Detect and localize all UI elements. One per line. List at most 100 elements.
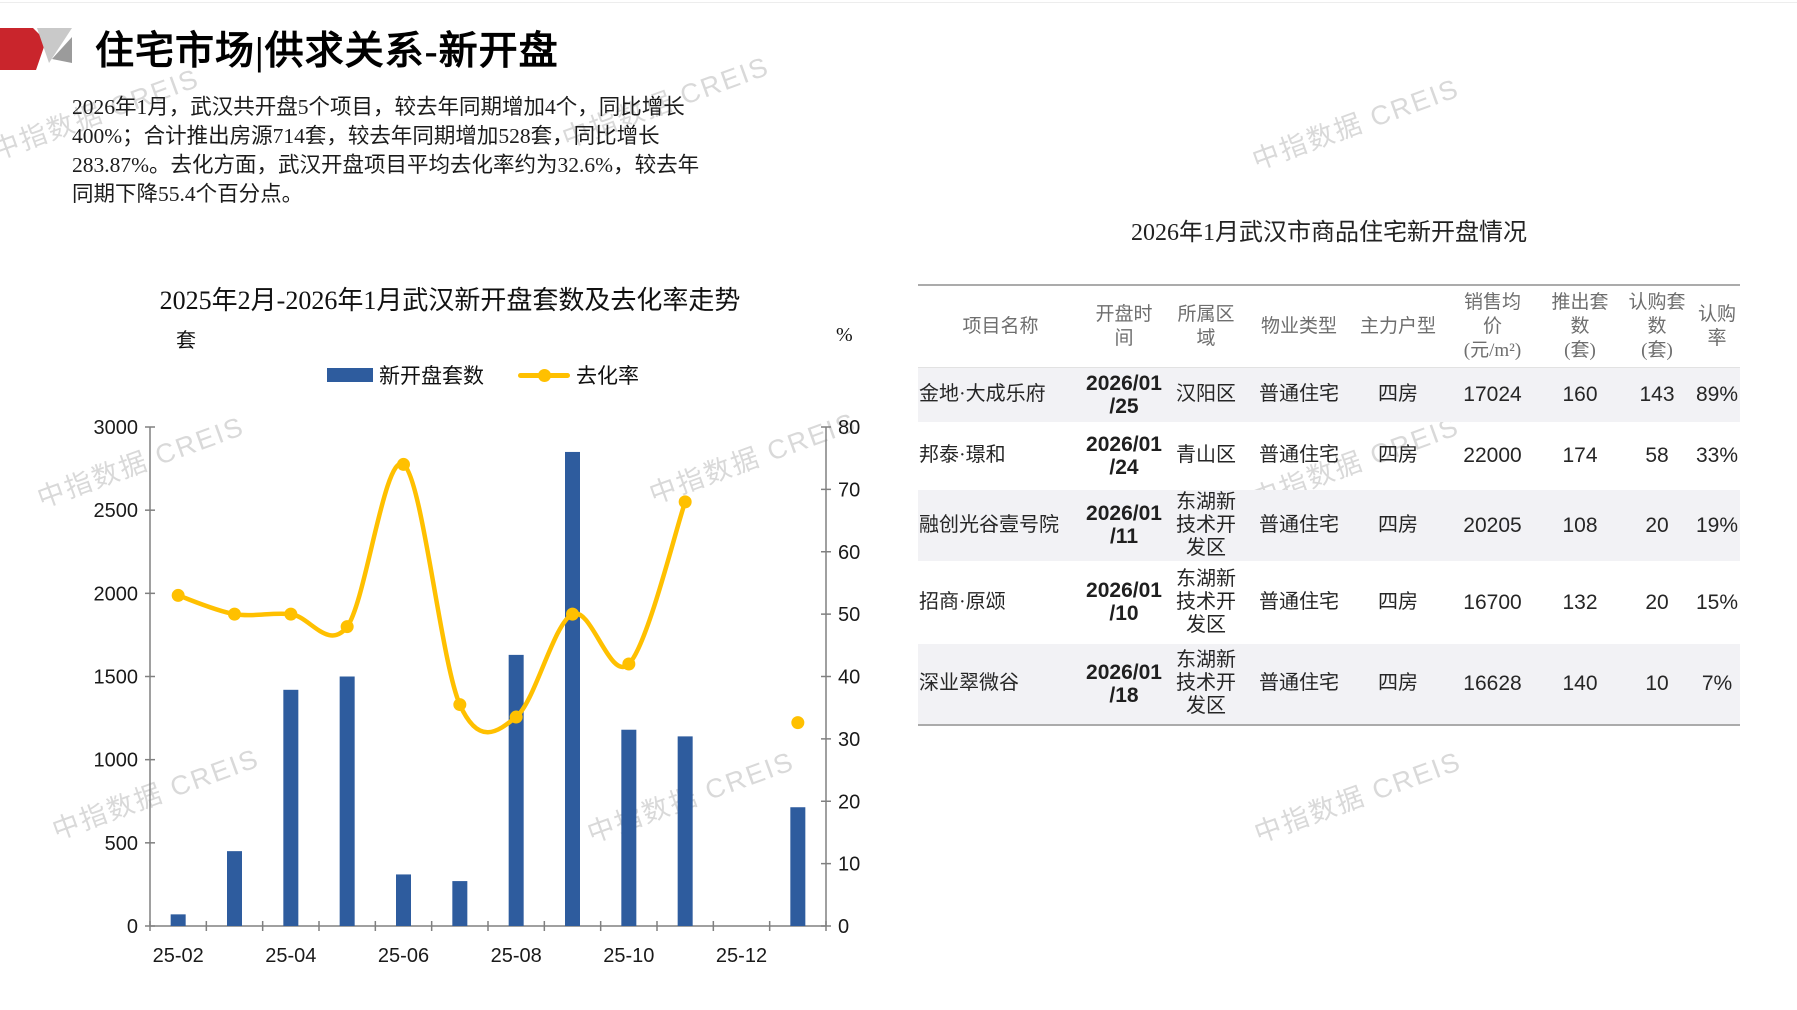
right-axis-label: 20: [838, 791, 860, 813]
table-cell: 金地·大成乐府: [919, 383, 1046, 406]
table-cell: 20: [1645, 590, 1669, 614]
right-axis-unit: %: [836, 324, 853, 346]
table-cell: 58: [1645, 444, 1669, 467]
table-cell: 22000: [1463, 444, 1522, 467]
table-row: 金地·大成乐府 2026/01 /25 汉阳区 普通住宅 四房 17024 160 143 89…: [918, 367, 1740, 422]
left-axis-label: 500: [105, 833, 138, 855]
table-cell: 20: [1645, 513, 1669, 537]
watermark: 中指数据 CREIS: [1248, 72, 1464, 176]
line-point: [340, 620, 354, 634]
table-cell: 普通住宅: [1259, 672, 1339, 694]
right-axis-label: 0: [838, 916, 849, 938]
summary-paragraph: 2026年1月，武汉共开盘5个项目，较去年同期增加4个，同比增长 400%；合计…: [72, 95, 700, 206]
table-cell: 邦泰·璟和: [919, 444, 1006, 466]
table-header-cell: 销售均 价 (元/m²): [1445, 285, 1540, 368]
table-cell: 160: [1562, 383, 1598, 407]
table-cell: 108: [1562, 513, 1598, 537]
table-cell: 89%: [1695, 383, 1739, 407]
watermark: 中指数据 CREIS: [1250, 745, 1466, 849]
line-point: [509, 710, 523, 724]
line-point: [678, 495, 692, 509]
new-openings-table: 项目名称 开盘时 间所属区 域物业类型 主力户型 销售均 价 (元/m²) 推出套 数 …: [918, 284, 1740, 726]
table-cell: 132: [1562, 590, 1598, 614]
legend-item-bars: 新开盘套数: [327, 360, 484, 390]
table-cell: 16700: [1463, 590, 1522, 614]
line-point: [284, 607, 298, 621]
table-cell: 2026/01 /11: [1086, 502, 1162, 548]
table-header-cell: 认购套 数 (套): [1620, 285, 1694, 368]
table-cell: 东湖新 技术开 发区: [1176, 490, 1236, 559]
bar: [452, 881, 468, 926]
right-axis-label: 40: [838, 667, 860, 689]
bar: [283, 689, 299, 926]
bar: [227, 851, 242, 926]
table-cell: 普通住宅: [1259, 590, 1339, 613]
table-cell: 东湖新 技术开 发区: [1176, 649, 1236, 717]
x-axis-label: 25-04: [265, 945, 316, 967]
line-point: [622, 657, 636, 671]
line-swatch-icon: [518, 368, 570, 382]
right-axis-label: 80: [838, 417, 860, 439]
table-cell: 四房: [1378, 513, 1418, 536]
left-axis-label: 3000: [94, 417, 139, 439]
right-axis-label: 30: [838, 729, 860, 751]
line-point: [791, 716, 805, 730]
table-cell: 青山区: [1176, 444, 1236, 466]
table-cell: 2026/01 /10: [1086, 579, 1162, 625]
right-axis-label: 50: [838, 604, 860, 626]
bar: [396, 874, 411, 926]
rate-line: [175, 461, 688, 735]
line-point: [453, 698, 467, 712]
line-point: [397, 457, 410, 471]
table-cell: 四房: [1378, 590, 1418, 613]
bar: [677, 736, 693, 926]
line-point: [171, 588, 185, 602]
table-header-cell: 所属区 域: [1165, 285, 1247, 368]
table-cell: 深业翠微谷: [919, 672, 1019, 694]
table-cell: 融创光谷壹号院: [919, 513, 1059, 536]
table-cell: 招商·原颂: [919, 590, 1006, 613]
bar: [339, 676, 355, 926]
right-axis-label: 60: [838, 542, 860, 564]
left-axis-label: 1000: [94, 750, 139, 772]
right-axis-label: 70: [838, 479, 860, 501]
table-cell: 东湖新 技术开 发区: [1176, 567, 1236, 636]
table-header-cell: 项目名称: [918, 285, 1083, 368]
bar-swatch-icon: [327, 368, 373, 382]
page-title: 住宅市场|供求关系-新开盘: [95, 30, 559, 73]
table-row: 深业翠微谷 2026/01 /18 东湖新 技术开 发区 普通住宅 四房 16628 140…: [918, 643, 1740, 725]
table-header-cell: 主力户型: [1351, 285, 1445, 368]
table-cell: 16628: [1463, 672, 1522, 695]
table-cell: 20205: [1463, 513, 1522, 537]
x-axis-label: 25-12: [716, 945, 767, 967]
table-cell: 2026/01 /18: [1086, 660, 1162, 707]
table-cell: 四房: [1378, 672, 1418, 694]
left-axis-label: 1500: [94, 667, 139, 689]
table-cell: 7%: [1701, 672, 1733, 695]
bar: [508, 654, 524, 926]
bar: [621, 729, 637, 926]
left-axis-label: 0: [127, 916, 138, 938]
chart-legend: 新开盘套数 去化率: [150, 360, 816, 390]
table-row: 招商·原颂 2026/01 /10 东湖新 技术开 发区 普通住宅 四房 16700 132…: [918, 561, 1740, 644]
table-cell: 33%: [1695, 444, 1739, 467]
table-cell: 四房: [1378, 444, 1418, 466]
legend-label: 新开盘套数: [379, 364, 484, 388]
chart-title: 2025年2月-2026年1月武汉新开盘套数及去化率走势: [159, 286, 741, 315]
table-cell: 140: [1562, 672, 1598, 695]
table-cell: 普通住宅: [1259, 444, 1339, 466]
left-axis-unit: 套: [176, 330, 196, 352]
x-axis-label: 25-02: [153, 945, 204, 967]
table-cell: 10: [1645, 672, 1669, 695]
table-cell: 143: [1639, 383, 1675, 407]
table-cell: 174: [1562, 444, 1598, 467]
table-header-cell: 认购 率: [1694, 285, 1740, 368]
x-axis-label: 25-08: [491, 945, 542, 967]
combo-chart: 0 500 1000 1500 2000 2500 3000 0 10 20 30 40 50 60 70 8…: [94, 417, 861, 967]
table-cell: 17024: [1463, 383, 1522, 407]
table-row: 融创光谷壹号院 2026/01 /11 东湖新 技术开 发区 普通住宅 四房 20205 1…: [918, 489, 1740, 561]
bar: [790, 807, 806, 926]
table-header-cell: 推出套 数 (套): [1540, 285, 1620, 368]
table-row: 邦泰·璟和 2026/01 /24 青山区 普通住宅 四房 22000 174 58 33%: [918, 422, 1740, 490]
